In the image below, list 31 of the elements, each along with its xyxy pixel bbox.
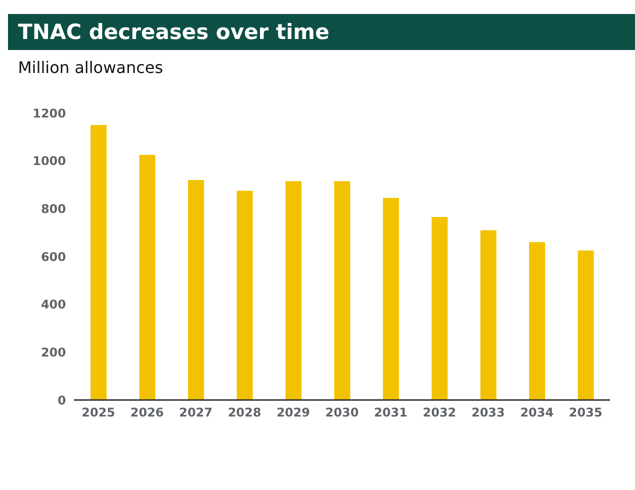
y-tick-label: 0	[58, 393, 66, 408]
bar	[432, 217, 448, 400]
bar	[188, 180, 204, 400]
bar	[382, 198, 399, 400]
bar	[285, 181, 302, 400]
y-tick-label: 200	[40, 345, 66, 360]
bar	[90, 124, 107, 400]
x-tick-label: 2027	[179, 406, 213, 420]
bar	[236, 190, 253, 400]
y-tick-label: 1000	[32, 154, 66, 168]
x-tick-label: 2026	[130, 406, 164, 420]
bar	[334, 181, 350, 400]
x-tick-label: 2033	[471, 406, 505, 420]
x-tick-label: 2029	[276, 406, 310, 420]
bar	[139, 154, 156, 400]
y-tick-label: 400	[40, 298, 66, 312]
x-tick-label: 2032	[422, 406, 456, 420]
bar	[578, 250, 594, 400]
x-tick-label: 2031	[374, 406, 408, 420]
x-tick-label: 2025	[82, 406, 116, 420]
bar	[480, 230, 496, 400]
y-tick-label: 800	[40, 202, 66, 216]
bar	[529, 242, 546, 400]
x-tick-label: 2028	[228, 406, 262, 420]
chart-title: TNAC decreases over time	[8, 14, 635, 50]
x-tick-label: 2035	[568, 406, 602, 420]
x-tick-label: 2034	[520, 406, 554, 420]
y-tick-label: 1200	[32, 106, 66, 120]
chart-subtitle: Million allowances	[18, 58, 164, 77]
y-tick-label: 600	[40, 250, 66, 264]
x-tick-label: 2030	[325, 406, 359, 420]
